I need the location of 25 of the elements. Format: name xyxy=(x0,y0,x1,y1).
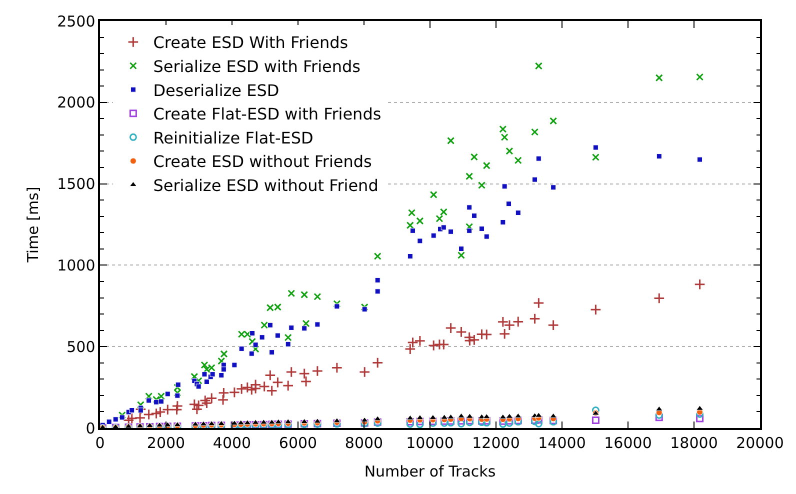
legend-label: Reinitialize Flat-ESD xyxy=(153,128,314,148)
legend-label: Serialize ESD with Friends xyxy=(153,57,360,76)
x-tick-label: 20000 xyxy=(736,434,784,452)
legend-label: Deserialize ESD xyxy=(153,80,280,100)
x-tick-label: 2000 xyxy=(146,434,186,452)
x-axis-title: Number of Tracks xyxy=(364,462,496,480)
y-tick-label: 500 xyxy=(66,338,96,356)
legend-label: Create ESD With Friends xyxy=(153,33,348,52)
legend-label: Create ESD without Friends xyxy=(153,152,372,172)
legend-label: Create Flat-ESD with Friends xyxy=(153,104,382,124)
y-tick-label: 1500 xyxy=(57,175,96,194)
y-tick-label: 0 xyxy=(86,419,96,438)
x-tick-label: 8000 xyxy=(344,434,384,452)
x-tick-label: 18000 xyxy=(670,434,718,452)
legend-label: Serialize ESD without Friend xyxy=(153,176,378,196)
x-tick-label: 12000 xyxy=(472,434,520,452)
y-tick-label: 2500 xyxy=(57,12,96,30)
x-tick-label: 14000 xyxy=(538,434,586,452)
x-tick-label: 10000 xyxy=(406,434,454,452)
y-tick-label: 2000 xyxy=(57,94,96,112)
y-tick-label: 1000 xyxy=(57,256,96,274)
x-tick-label: 16000 xyxy=(604,434,652,452)
x-tick-label: 4000 xyxy=(212,434,252,452)
x-tick-label: 6000 xyxy=(278,434,318,452)
y-axis-title: Time [ms] xyxy=(24,186,42,264)
